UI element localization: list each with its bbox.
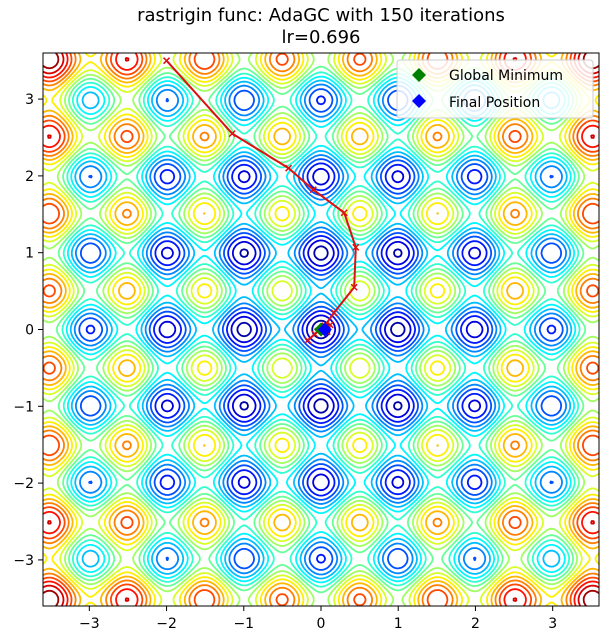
final-position-marker	[317, 322, 332, 337]
contour-level-16	[43, 53, 599, 606]
legend: Global Minimum Final Position	[396, 59, 594, 119]
x-tick-label-3: 0	[317, 616, 326, 632]
contour-level-6	[65, 75, 577, 584]
x-tick-label-4: 1	[394, 616, 403, 632]
contour-level-4	[73, 83, 569, 576]
trajectory-point-6	[350, 283, 358, 291]
legend-global-minimum-label: Global Minimum	[449, 68, 563, 84]
trajectory-point-4	[340, 209, 348, 217]
trajectory-point-5	[352, 243, 360, 251]
x-tick-label-5: 2	[471, 616, 480, 632]
y-tick-label-2: −1	[13, 399, 34, 415]
trajectory-point-2	[285, 164, 293, 172]
contour-level-10	[43, 53, 599, 606]
x-tick-label-0: −3	[79, 616, 100, 632]
contour-level-1	[158, 167, 484, 492]
legend-final-position-label: Final Position	[449, 95, 540, 111]
trajectory-point-3	[309, 186, 317, 194]
trajectory-point-7	[330, 309, 338, 317]
y-tick-label-4: 1	[25, 246, 34, 262]
y-tick-label-3: 0	[25, 323, 34, 339]
marker-layer	[314, 322, 332, 337]
x-tick-label-2: −1	[233, 616, 254, 632]
x-tick-label-6: 3	[548, 616, 557, 632]
y-tick-label-5: 2	[25, 169, 34, 185]
trajectory-point-10	[304, 336, 312, 344]
trajectory-point-1	[228, 130, 236, 138]
contour-level-9	[43, 53, 599, 606]
legend-global-minimum-marker	[412, 68, 426, 82]
contour-level-14	[43, 53, 599, 606]
legend-box	[396, 59, 594, 119]
x-tick-label-1: −2	[156, 616, 177, 632]
contour-level-2	[85, 95, 557, 564]
y-tick-label-1: −2	[13, 476, 34, 492]
axes: −3 −2 −1 0 1 2 3 −3 −2 −1 0 1 2 3	[13, 92, 557, 632]
trajectory-point-0	[163, 57, 171, 65]
chart-subtitle: lr=0.696	[281, 27, 360, 48]
contour-level-7	[61, 71, 581, 588]
contour-level-5	[69, 79, 573, 580]
contour-level-3	[78, 88, 564, 571]
legend-final-position-marker	[412, 94, 426, 108]
y-tick-label-6: 3	[25, 92, 34, 108]
contour-level-8	[55, 65, 587, 594]
chart-title: rastrigin func: AdaGC with 150 iteration…	[137, 5, 505, 26]
y-tick-label-0: −3	[13, 553, 34, 569]
